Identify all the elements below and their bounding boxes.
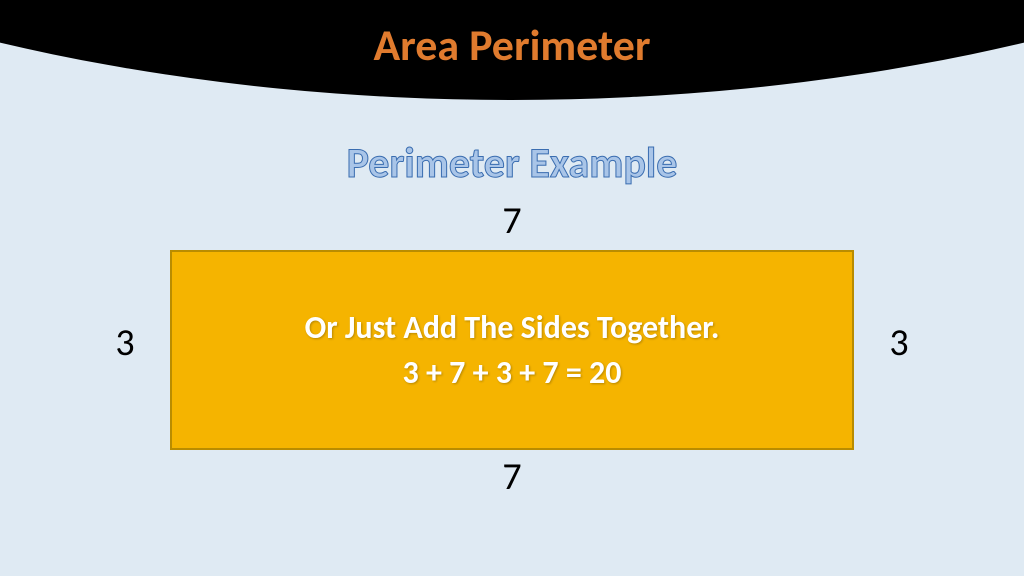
rect-instruction: Or Just Add The Sides Together. xyxy=(305,308,720,347)
slide-subtitle: Perimeter Example xyxy=(0,138,1024,189)
perimeter-diagram: 7 7 3 3 Or Just Add The Sides Together. … xyxy=(0,200,1024,560)
bottom-side-label: 7 xyxy=(0,454,1024,500)
left-side-label: 3 xyxy=(100,320,150,366)
slide: Area Perimeter Perimeter Example 7 7 3 3… xyxy=(0,0,1024,576)
example-rectangle: Or Just Add The Sides Together. 3 + 7 + … xyxy=(170,250,854,450)
rect-equation: 3 + 7 + 3 + 7 = 20 xyxy=(403,353,622,392)
slide-title: Area Perimeter xyxy=(0,18,1024,72)
top-side-label: 7 xyxy=(0,198,1024,244)
right-side-label: 3 xyxy=(874,320,924,366)
